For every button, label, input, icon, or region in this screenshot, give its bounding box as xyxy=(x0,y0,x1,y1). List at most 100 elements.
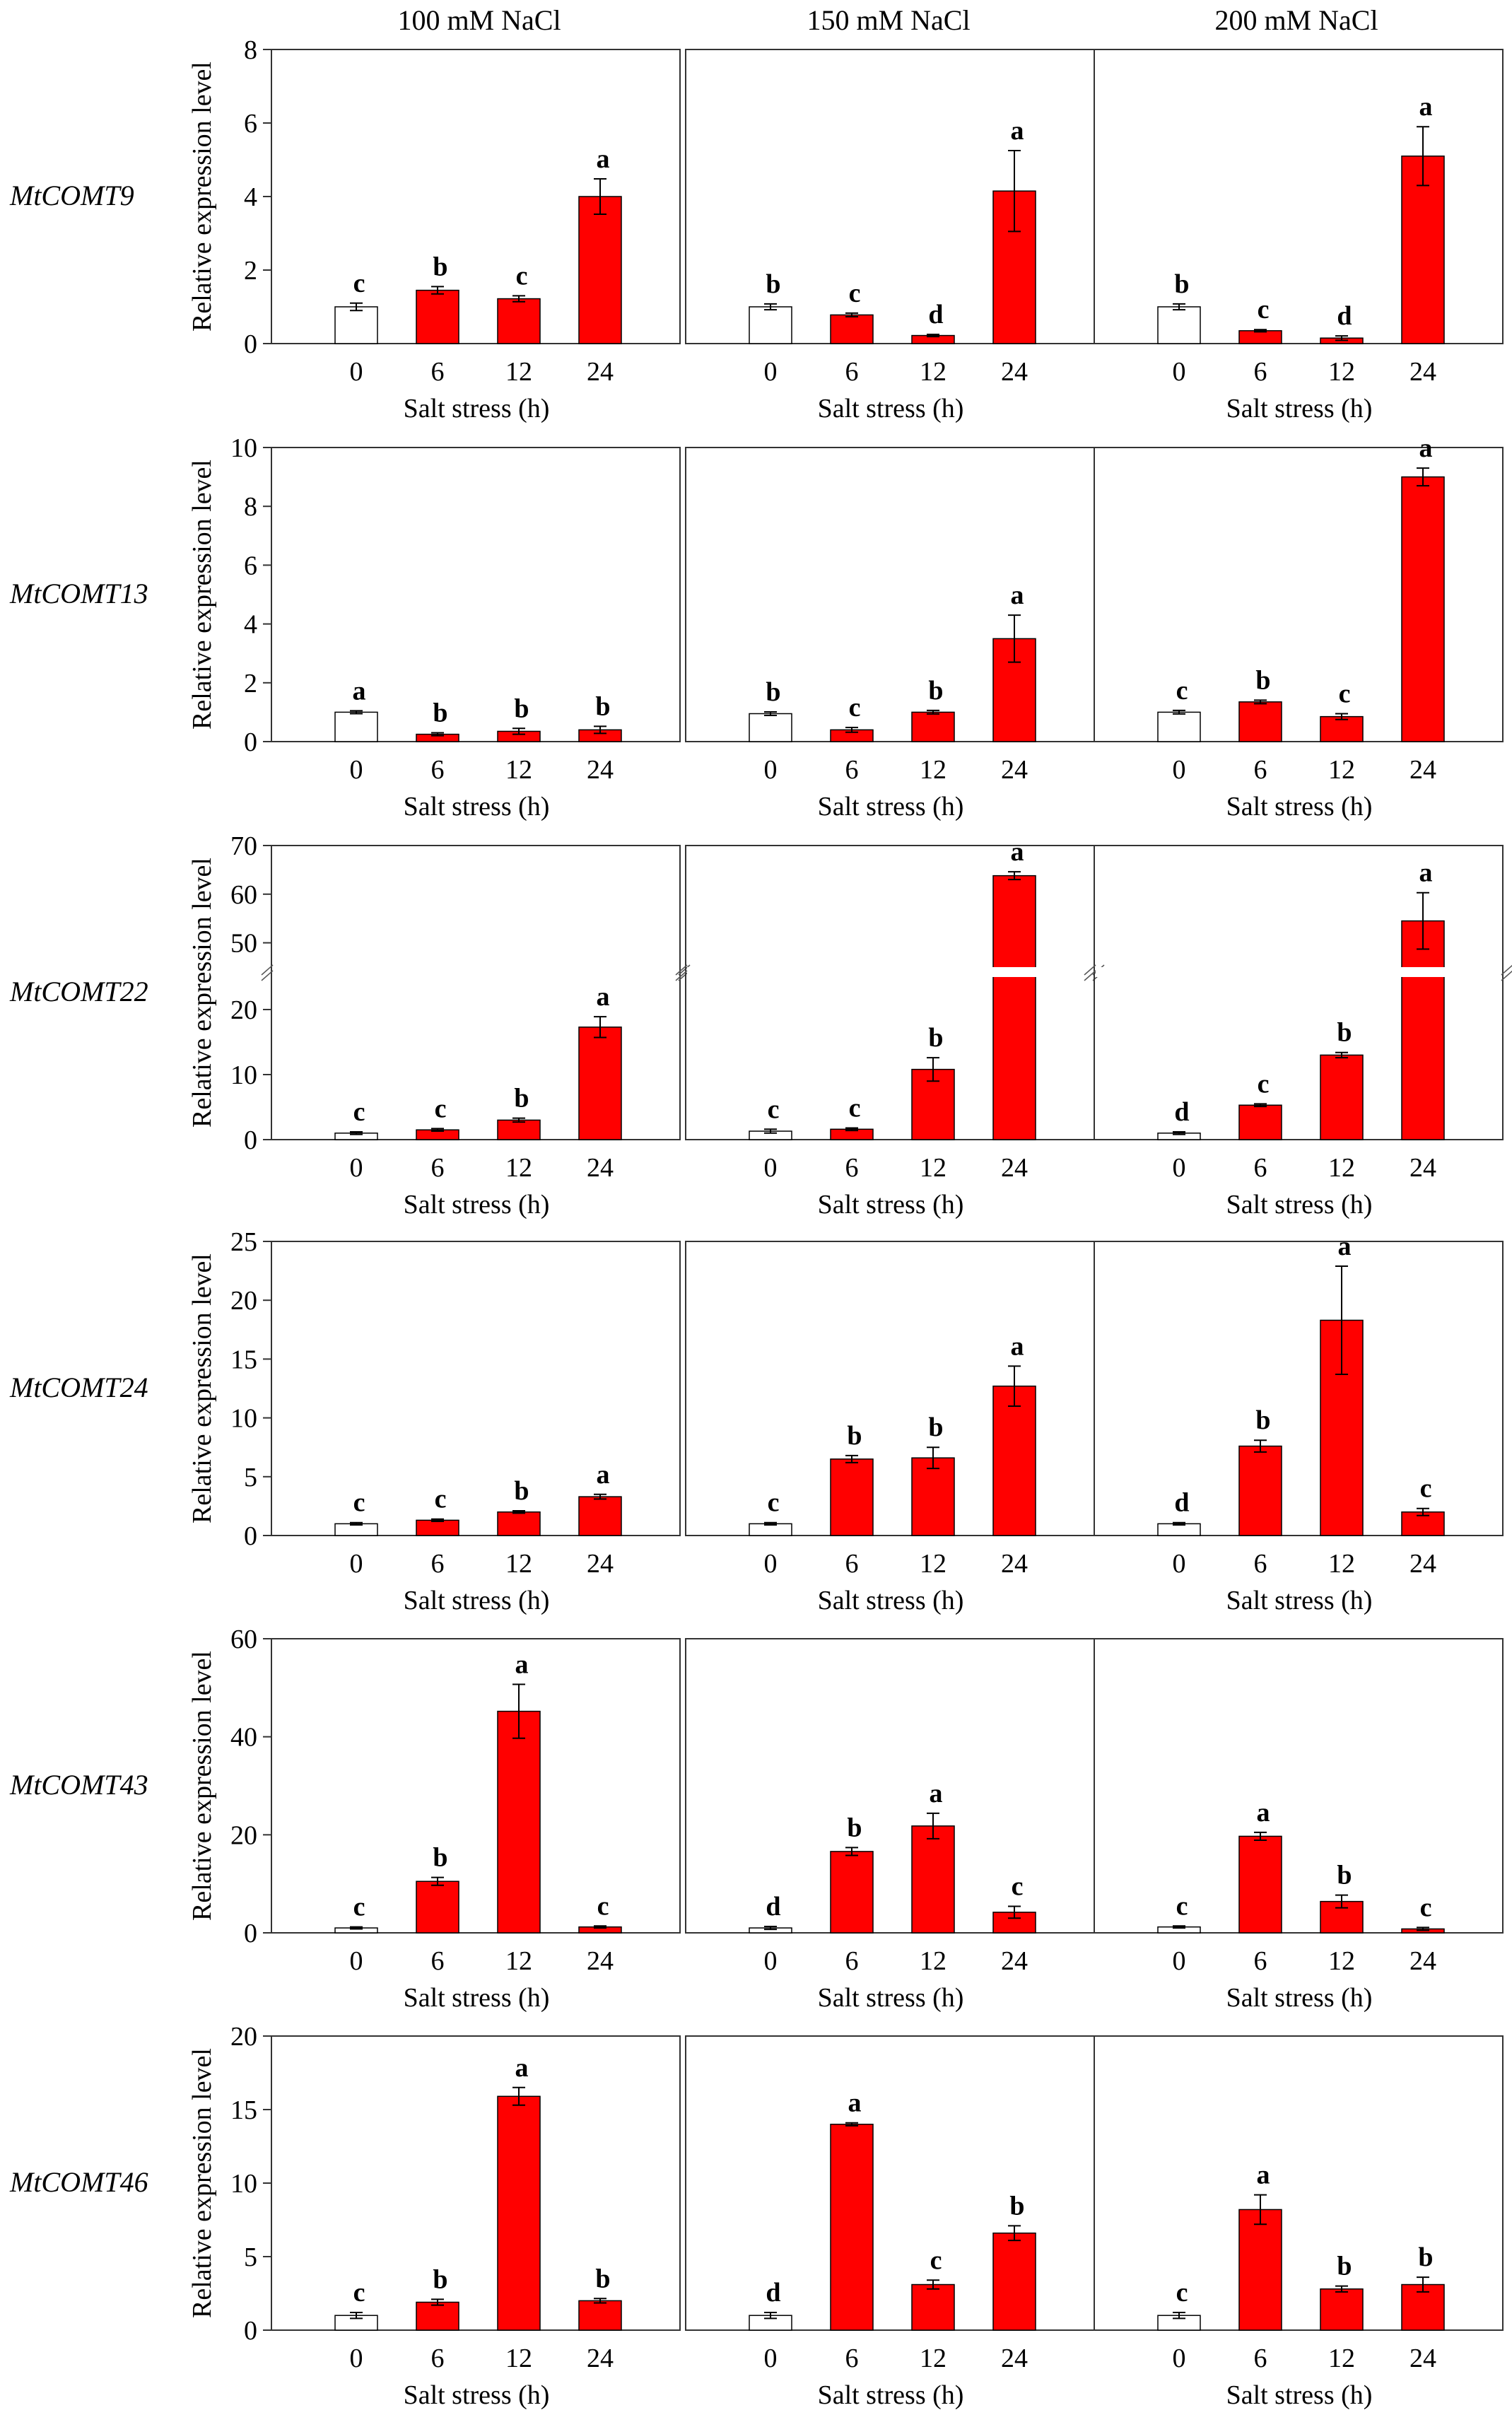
y-tick-label: 10 xyxy=(230,1060,257,1090)
bar xyxy=(911,2283,955,2331)
axis-break-mark xyxy=(675,970,688,981)
x-tick-label: 6 xyxy=(431,2344,445,2373)
y-tick-label: 5 xyxy=(244,1463,257,1492)
y-tick-label: 8 xyxy=(244,492,257,522)
x-tick-label: 6 xyxy=(431,755,445,785)
y-axis-label: Relative expression level xyxy=(187,62,217,332)
x-tick-label: 6 xyxy=(1254,1946,1267,1976)
panel-frame xyxy=(271,845,681,1140)
x-tick-label: 24 xyxy=(1001,755,1028,785)
condition-header-200mM: 200 mM NaCl xyxy=(1214,4,1378,36)
significance-letter: a xyxy=(1257,1798,1270,1827)
bar xyxy=(1401,476,1445,742)
x-tick-label: 6 xyxy=(431,357,445,387)
significance-letter: a xyxy=(515,1649,529,1679)
x-tick-label: 12 xyxy=(1328,2344,1355,2373)
significance-letter: d xyxy=(928,300,943,329)
x-tick-label: 24 xyxy=(1001,1153,1028,1183)
x-tick-label: 12 xyxy=(1328,755,1355,785)
bar xyxy=(1238,1104,1282,1140)
significance-letter: c xyxy=(353,1893,365,1922)
y-tick-label: 20 xyxy=(230,2022,257,2052)
significance-letter: c xyxy=(597,1891,609,1921)
significance-letter: a xyxy=(1257,2160,1270,2190)
y-axis-label: Relative expression level xyxy=(187,1651,217,1921)
x-tick-label: 12 xyxy=(505,755,532,785)
panel-MtCOMT22-0: c 0 c 6 b 12 a 24 Salt stress (h) xyxy=(261,845,691,1220)
x-tick-label: 0 xyxy=(1173,755,1186,785)
y-tick-label: 60 xyxy=(230,1625,257,1654)
condition-headers: 100 mM NaCl 150 mM NaCl 200 mM NaCl xyxy=(397,4,1378,36)
significance-letter: a xyxy=(930,1779,943,1808)
y-tick-label: 0 xyxy=(244,329,257,359)
panel-MtCOMT43-2: c 0 a 6 b 12 c 24 Salt stress (h) xyxy=(1094,1638,1504,2013)
significance-letter: c xyxy=(930,2245,942,2275)
y-tick-label: 25 xyxy=(230,1227,257,1257)
gene-rows: MtCOMT9 Relative expression level02468c0b… xyxy=(9,35,1512,2410)
y-tick-label: 20 xyxy=(230,995,257,1025)
gene-row-MtCOMT13: MtCOMT13 Relative expression level0246810… xyxy=(9,433,1504,821)
y-axis-label: Relative expression level xyxy=(187,2048,217,2318)
significance-letter: c xyxy=(1258,1069,1270,1099)
axis-break-mark xyxy=(1084,964,1096,976)
significance-letter: c xyxy=(353,1097,365,1127)
x-axis-label: Salt stress (h) xyxy=(818,394,964,423)
y-tick-label: 4 xyxy=(244,610,257,640)
axis-break-mark xyxy=(678,964,691,976)
significance-letter: c xyxy=(435,1094,447,1123)
significance-letter: b xyxy=(766,269,780,299)
axis-break-gap xyxy=(687,967,1093,977)
bar xyxy=(1401,920,1445,1140)
panel-MtCOMT13-2: c 0 b 6 c 12 a 24 Salt stress (h) xyxy=(1094,433,1504,821)
bar xyxy=(830,314,874,344)
axis-break-mark xyxy=(675,964,688,976)
x-tick-label: 6 xyxy=(431,1549,445,1579)
x-tick-label: 0 xyxy=(1173,357,1186,387)
axis-break-mark xyxy=(1501,964,1512,976)
y-tick-label: 5 xyxy=(244,2242,257,2272)
bar xyxy=(992,875,1036,1140)
significance-letter: b xyxy=(847,1421,862,1451)
y-tick-label: 6 xyxy=(244,551,257,580)
y-tick-label: 10 xyxy=(230,2169,257,2199)
panel-MtCOMT24-1: c 0 b 6 b 12 a 24 Salt stress (h) xyxy=(685,1241,1095,1615)
y-tick-label: 60 xyxy=(230,880,257,910)
significance-letter: a xyxy=(1338,1232,1352,1261)
significance-letter: b xyxy=(433,2264,447,2294)
significance-letter: b xyxy=(1418,2242,1433,2272)
significance-letter: c xyxy=(1420,1474,1432,1504)
condition-header-150mM: 150 mM NaCl xyxy=(807,4,970,36)
significance-letter: a xyxy=(597,982,610,1012)
panel-frame xyxy=(271,1638,681,1934)
panel-frame xyxy=(271,49,681,344)
x-tick-label: 24 xyxy=(1001,2344,1028,2373)
y-tick-label: 0 xyxy=(244,727,257,757)
significance-letter: b xyxy=(1255,665,1270,695)
x-tick-label: 24 xyxy=(1410,1946,1436,1976)
significance-letter: a xyxy=(1011,837,1024,867)
panel-MtCOMT9-0: c 0 b 6 c 12 a 24 Salt stress (h) xyxy=(271,49,681,423)
significance-letter: b xyxy=(766,677,780,707)
y-axis-label: Relative expression level xyxy=(187,460,217,730)
panel-MtCOMT9-1: b 0 c 6 d 12 a 24 Salt stress (h) xyxy=(685,49,1095,423)
x-tick-label: 24 xyxy=(1410,1549,1436,1579)
x-tick-label: 24 xyxy=(1410,2344,1436,2373)
bar xyxy=(1401,156,1445,344)
x-tick-label: 0 xyxy=(764,1153,778,1183)
x-tick-label: 12 xyxy=(920,755,947,785)
panel-frame xyxy=(1094,2035,1504,2331)
panel-frame xyxy=(1094,1241,1504,1536)
bar xyxy=(578,1027,622,1140)
panel-MtCOMT46-2: c 0 a 6 b 12 b 24 Salt stress (h) xyxy=(1094,2035,1504,2410)
x-tick-label: 0 xyxy=(350,1153,363,1183)
significance-letter: c xyxy=(1176,1891,1188,1921)
y-tick-label: 6 xyxy=(244,109,257,139)
significance-letter: b xyxy=(1255,1405,1270,1435)
significance-letter: b xyxy=(1174,269,1189,299)
bar xyxy=(1238,1445,1282,1536)
panel-MtCOMT43-1: d 0 b 6 a 12 c 24 Salt stress (h) xyxy=(685,1638,1095,2013)
panel-MtCOMT43-0: c 0 b 6 a 12 c 24 Salt stress (h) xyxy=(271,1638,681,2013)
bar xyxy=(334,306,378,344)
x-axis-label: Salt stress (h) xyxy=(404,394,550,423)
